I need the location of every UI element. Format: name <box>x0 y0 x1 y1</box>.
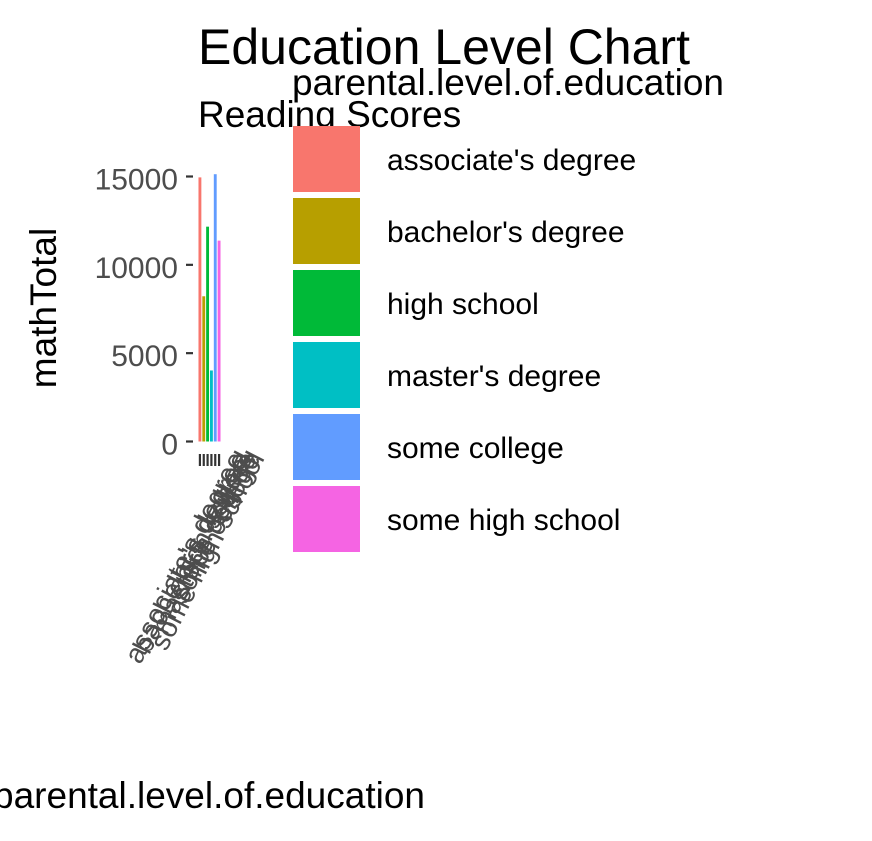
legend-label: some high school <box>387 504 620 537</box>
legend-title: parental.level.of.education <box>292 62 724 103</box>
legend-label: master's degree <box>387 360 601 393</box>
legend-label: associate's degree <box>387 144 636 177</box>
y-axis-label: mathTotal <box>23 228 64 388</box>
y-tick-label: 0 <box>161 429 178 462</box>
y-tick-label: 15000 <box>95 164 178 197</box>
legend-key <box>293 486 360 552</box>
legend-key <box>293 342 360 408</box>
bar <box>209 370 213 442</box>
bar <box>217 240 221 442</box>
x-axis-label: parental.level.of.education <box>0 775 425 816</box>
y-tick-label: 5000 <box>111 340 178 373</box>
chart-title: Education Level Chart <box>198 19 690 75</box>
legend: parental.level.of.education associate's … <box>292 62 724 552</box>
legend-key <box>293 270 360 336</box>
legend-key <box>293 414 360 480</box>
bar <box>202 296 206 442</box>
legend-label: high school <box>387 288 539 321</box>
bar <box>198 177 202 442</box>
legend-label: some college <box>387 432 564 465</box>
legend-key <box>293 126 360 192</box>
legend-key <box>293 198 360 264</box>
y-tick-label: 10000 <box>95 252 178 285</box>
bar <box>206 226 210 442</box>
legend-label: bachelor's degree <box>387 216 625 249</box>
bar <box>213 174 217 442</box>
